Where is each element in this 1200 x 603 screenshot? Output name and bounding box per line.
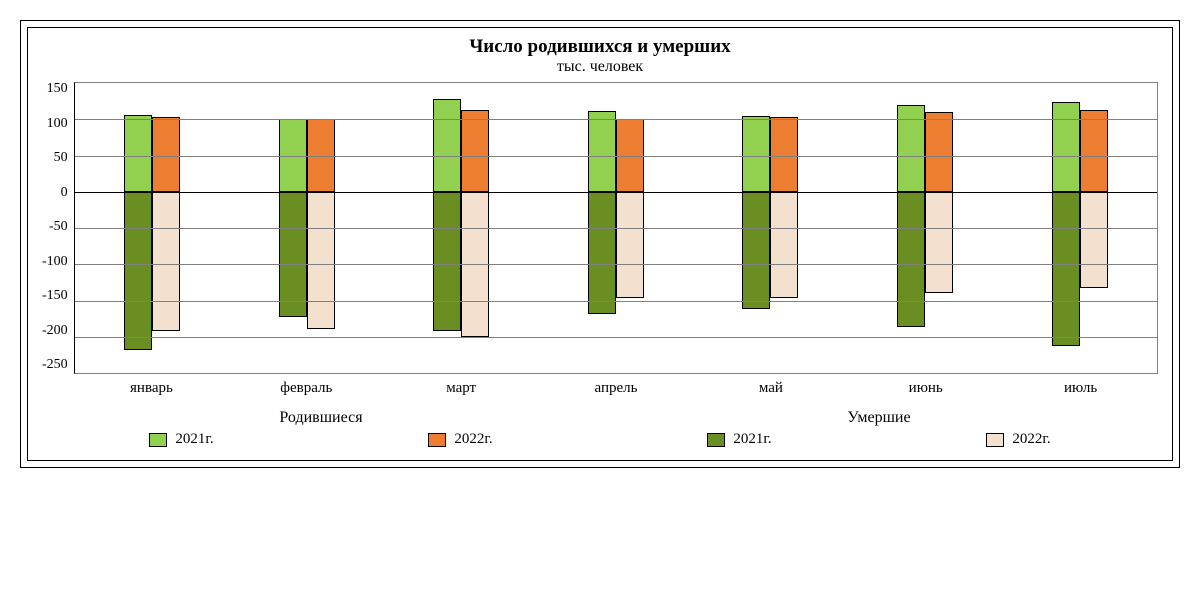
bar-died_2022 bbox=[925, 192, 953, 294]
x-axis-labels: январьфевральмартапрельмайиюньиюль bbox=[74, 380, 1158, 397]
inner-frame: Число родившихся и умерших тыс. человек … bbox=[27, 27, 1173, 461]
y-tick-label: -100 bbox=[42, 255, 68, 269]
x-tick-label: январь bbox=[74, 380, 229, 397]
bar-died_2022 bbox=[616, 192, 644, 298]
bar-born_2022 bbox=[770, 117, 798, 192]
gridline bbox=[75, 156, 1157, 157]
negative-bars bbox=[1002, 192, 1157, 346]
bar-born_2022 bbox=[925, 112, 953, 192]
legend-label: 2021г. bbox=[733, 431, 771, 448]
x-tick-label: март bbox=[384, 380, 539, 397]
x-tick-label: февраль bbox=[229, 380, 384, 397]
negative-bars bbox=[693, 192, 848, 309]
y-axis: 150 100 50 0 -50 -100 -150 -200 -250 bbox=[42, 82, 74, 372]
bar-died_2021 bbox=[279, 192, 307, 317]
gridline bbox=[75, 119, 1157, 120]
gridline bbox=[75, 228, 1157, 229]
positive-bars bbox=[539, 111, 694, 191]
legend-label: 2021г. bbox=[175, 431, 213, 448]
bar-born_2022 bbox=[1080, 110, 1108, 192]
bar-died_2021 bbox=[897, 192, 925, 328]
positive-bars bbox=[75, 115, 230, 192]
plot-area bbox=[74, 82, 1158, 374]
bar-died_2022 bbox=[307, 192, 335, 329]
legend-item: 2022г. bbox=[986, 431, 1050, 448]
outer-frame: Число родившихся и умерших тыс. человек … bbox=[20, 20, 1180, 468]
negative-bars bbox=[848, 192, 1003, 328]
bar-born_2021 bbox=[588, 111, 616, 191]
bar-born_2021 bbox=[1052, 102, 1080, 192]
chart-subtitle: тыс. человек bbox=[42, 58, 1158, 76]
y-tick-label: 0 bbox=[42, 186, 68, 200]
y-tick-label: 100 bbox=[42, 117, 68, 131]
y-tick-label: -200 bbox=[42, 324, 68, 338]
x-tick-label: июль bbox=[1003, 380, 1158, 397]
legend-headers: РодившиесяУмершие bbox=[42, 409, 1158, 427]
y-tick-label: -250 bbox=[42, 358, 68, 372]
gridline bbox=[75, 337, 1157, 338]
legend-group: 2021г. 2022г. bbox=[600, 431, 1158, 448]
legend-label: 2022г. bbox=[454, 431, 492, 448]
x-axis: январьфевральмартапрельмайиюньиюль bbox=[42, 380, 1158, 397]
legend-swatch bbox=[428, 433, 446, 447]
bar-born_2022 bbox=[461, 110, 489, 192]
bar-died_2021 bbox=[124, 192, 152, 350]
positive-bars bbox=[1002, 102, 1157, 192]
y-tick-label: -50 bbox=[42, 220, 68, 234]
x-tick-label: май bbox=[693, 380, 848, 397]
gridline bbox=[75, 264, 1157, 265]
gridline bbox=[75, 301, 1157, 302]
legend-swatch bbox=[707, 433, 725, 447]
bar-born_2021 bbox=[897, 105, 925, 192]
y-tick-label: 50 bbox=[42, 151, 68, 165]
legend-header: Умершие bbox=[600, 409, 1158, 427]
negative-bars bbox=[75, 192, 230, 350]
legend-swatch bbox=[986, 433, 1004, 447]
y-tick-label: 150 bbox=[42, 82, 68, 96]
bar-died_2022 bbox=[152, 192, 180, 331]
legend-item: 2021г. bbox=[707, 431, 771, 448]
positive-bars bbox=[848, 105, 1003, 192]
legend-header: Родившиеся bbox=[42, 409, 600, 427]
bar-born_2022 bbox=[152, 117, 180, 192]
legend-label: 2022г. bbox=[1012, 431, 1050, 448]
legend-items-row: 2021г. 2022г. 2021г. 2022г. bbox=[42, 431, 1158, 448]
bar-born_2021 bbox=[742, 116, 770, 192]
bar-died_2021 bbox=[433, 192, 461, 331]
bar-died_2021 bbox=[588, 192, 616, 314]
chart-title: Число родившихся и умерших bbox=[42, 36, 1158, 58]
x-tick-label: июнь bbox=[848, 380, 1003, 397]
negative-bars bbox=[539, 192, 694, 314]
bar-died_2022 bbox=[770, 192, 798, 299]
legend-item: 2022г. bbox=[428, 431, 492, 448]
negative-bars bbox=[229, 192, 384, 329]
legend-swatch bbox=[149, 433, 167, 447]
bar-died_2021 bbox=[1052, 192, 1080, 346]
bar-died_2021 bbox=[742, 192, 770, 309]
bar-born_2021 bbox=[124, 115, 152, 192]
x-axis-spacer bbox=[42, 380, 74, 397]
x-tick-label: апрель bbox=[539, 380, 694, 397]
legend-group: 2021г. 2022г. bbox=[42, 431, 600, 448]
zero-line bbox=[75, 192, 1157, 193]
bar-born_2021 bbox=[433, 99, 461, 192]
positive-bars bbox=[384, 99, 539, 192]
y-tick-label: -150 bbox=[42, 289, 68, 303]
bar-died_2022 bbox=[1080, 192, 1108, 288]
legend: РодившиесяУмершие 2021г. 2022г. 2021г. 2022… bbox=[42, 409, 1158, 448]
legend-item: 2021г. bbox=[149, 431, 213, 448]
plot-wrap: 150 100 50 0 -50 -100 -150 -200 -250 bbox=[42, 82, 1158, 374]
positive-bars bbox=[693, 116, 848, 192]
